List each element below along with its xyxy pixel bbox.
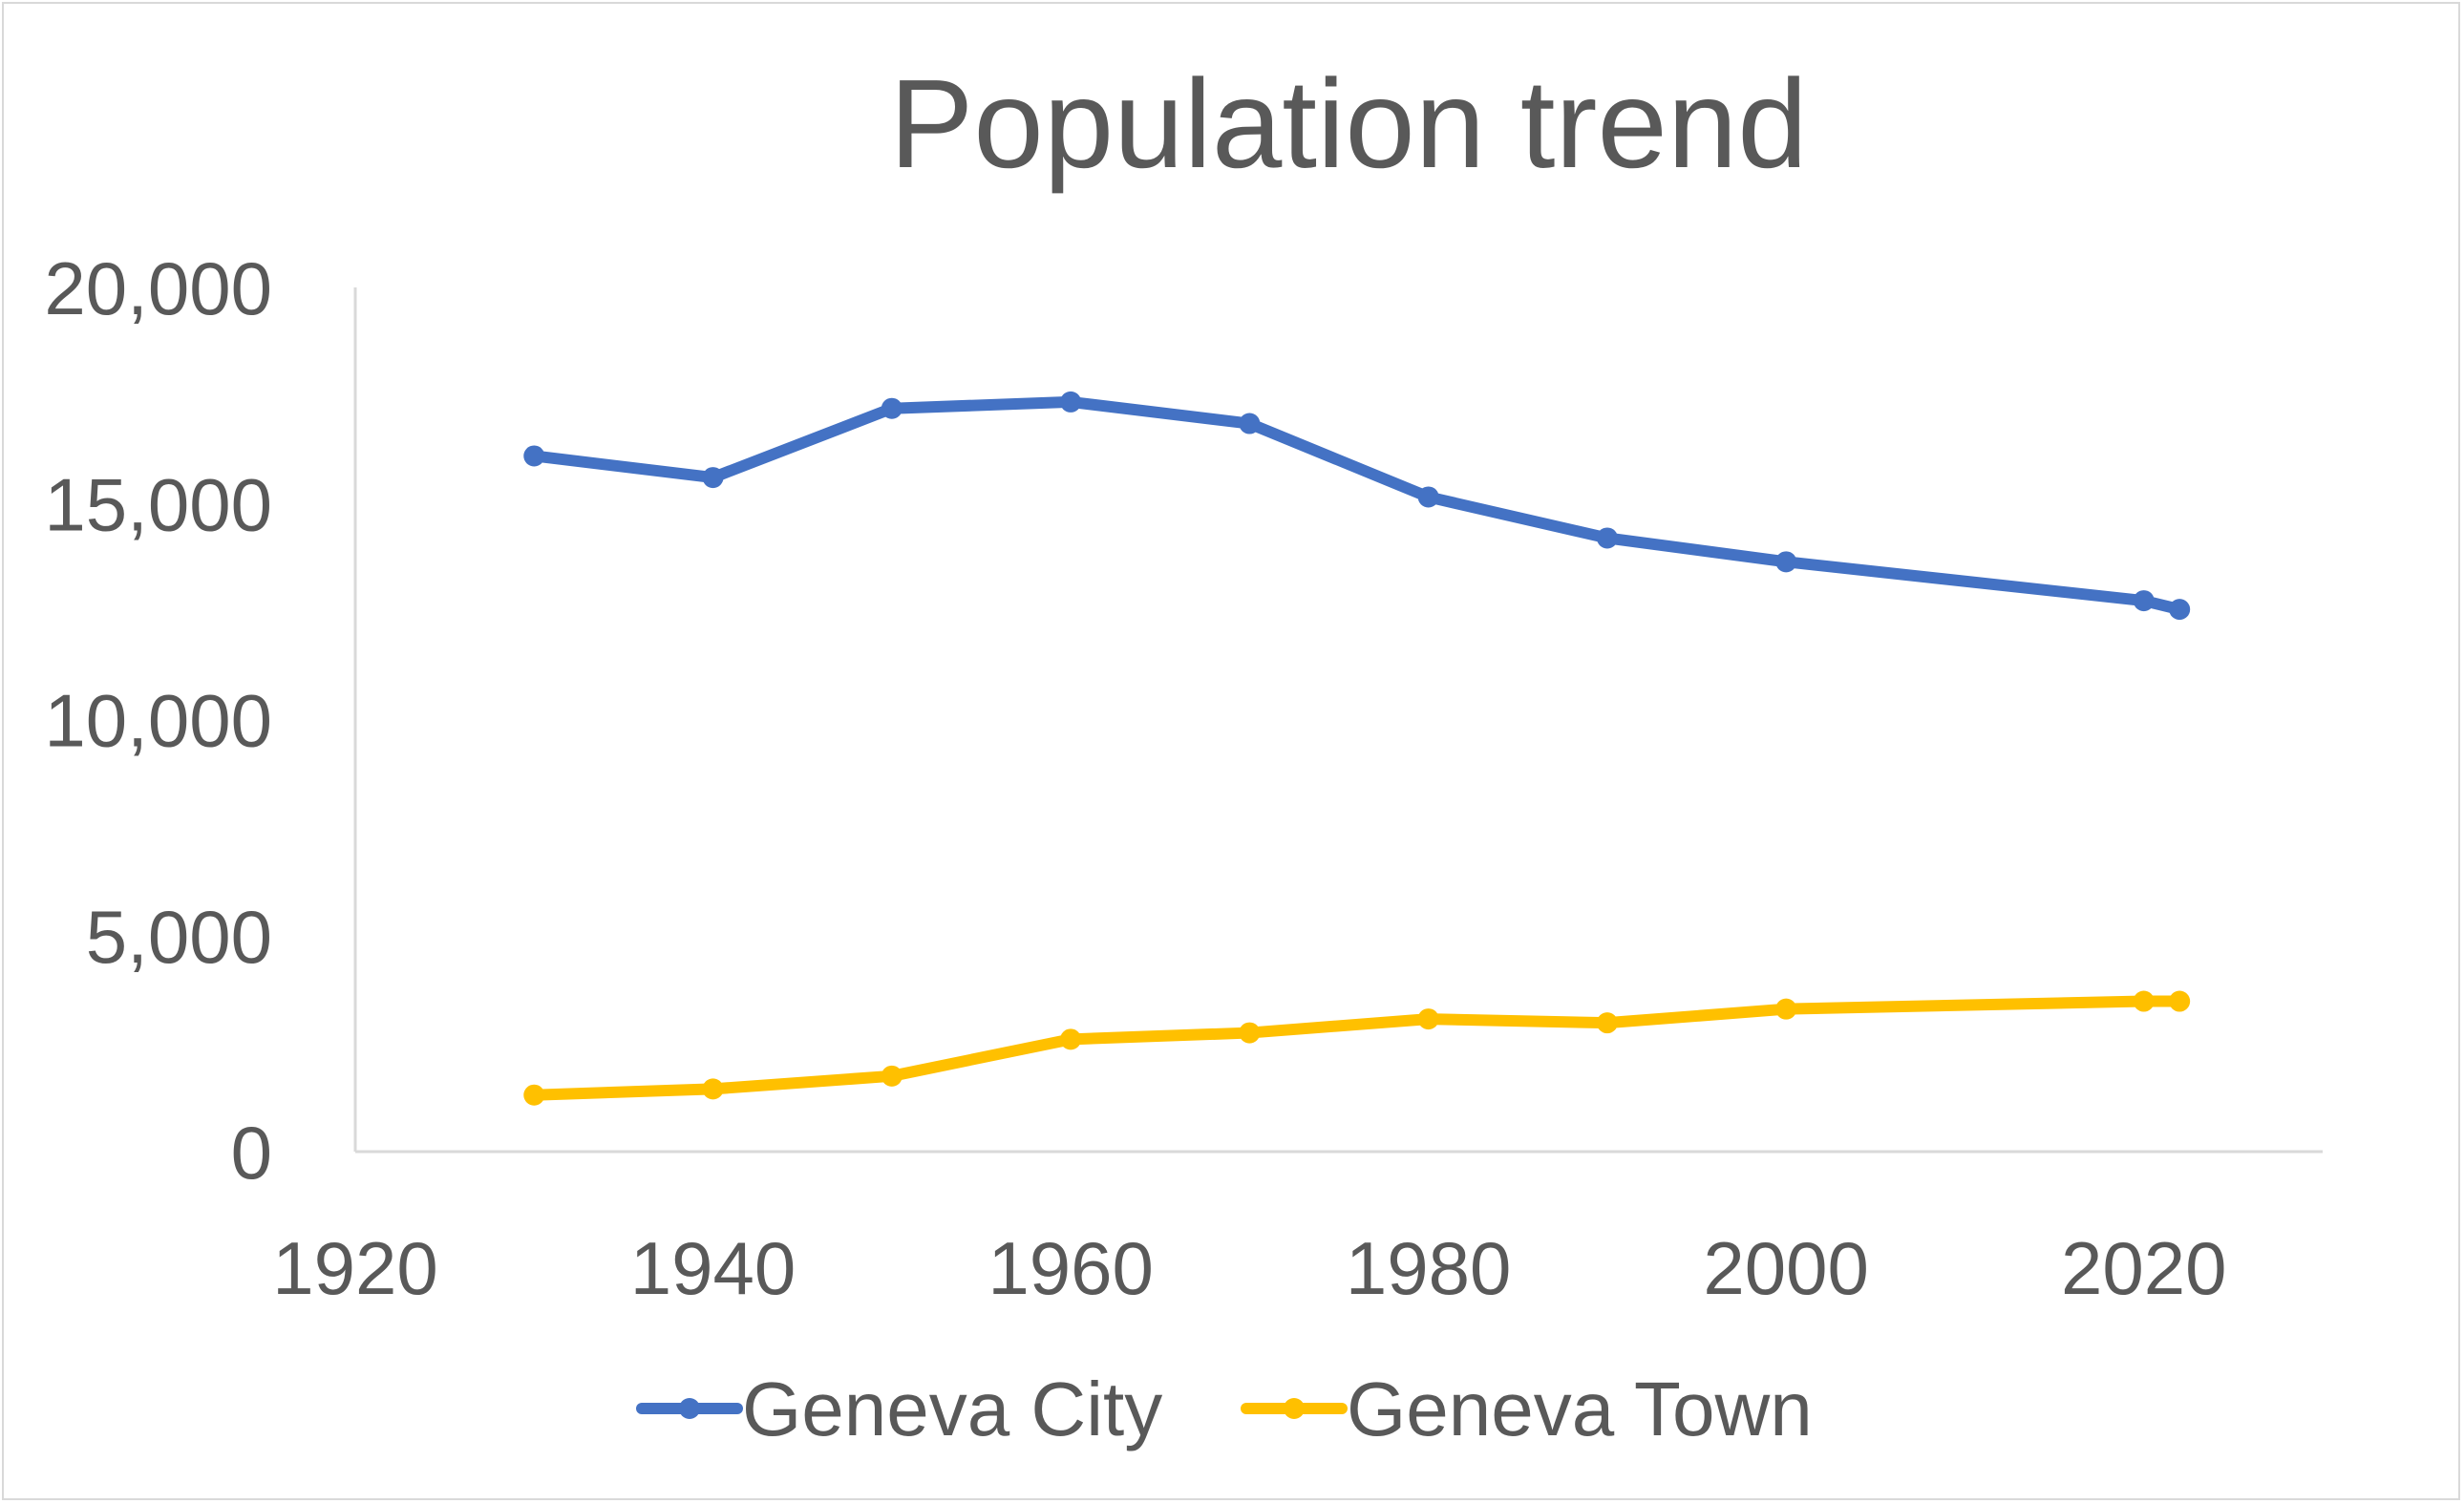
legend-label: Geneva City — [742, 1366, 1162, 1451]
y-tick-label: 0 — [231, 1111, 272, 1195]
x-tick-label: 1960 — [988, 1226, 1154, 1310]
legend-item: Geneva City — [636, 1366, 1162, 1451]
data-point — [2169, 599, 2191, 621]
series-geneva-city — [523, 391, 2191, 621]
data-point — [881, 397, 903, 419]
series-geneva-town — [523, 990, 2191, 1106]
legend-item: Geneva Town — [1241, 1366, 1813, 1451]
data-point — [702, 1078, 724, 1100]
legend-marker — [679, 1398, 700, 1419]
data-point — [1239, 1022, 1261, 1044]
data-point — [523, 445, 545, 467]
data-point — [1596, 527, 1618, 549]
y-tick-label: 5,000 — [86, 895, 272, 979]
x-tick-label: 1920 — [272, 1226, 438, 1310]
x-tick-label: 1980 — [1346, 1226, 1512, 1310]
y-tick-label: 15,000 — [44, 462, 272, 546]
data-point — [1596, 1012, 1618, 1034]
legend-marker — [1284, 1398, 1305, 1419]
data-point — [1417, 486, 1439, 508]
data-point — [702, 467, 724, 489]
data-point — [1060, 1028, 1082, 1050]
data-point — [881, 1065, 903, 1087]
data-point — [2133, 590, 2155, 612]
data-point — [1775, 998, 1797, 1020]
data-point — [523, 1084, 545, 1106]
y-tick-label: 20,000 — [44, 246, 272, 330]
data-point — [1060, 391, 1082, 413]
series-line — [528, 995, 2186, 1101]
legend-label: Geneva Town — [1347, 1366, 1813, 1451]
x-tick-label: 1940 — [630, 1226, 797, 1310]
y-tick-label: 10,000 — [44, 679, 272, 763]
data-point — [2169, 990, 2191, 1012]
x-tick-label: 2020 — [2061, 1226, 2227, 1310]
series-line — [528, 395, 2186, 616]
x-tick-label: 2000 — [1703, 1226, 1869, 1310]
chart-title: Population trend — [889, 53, 1807, 194]
data-point — [1239, 413, 1261, 434]
data-point — [1417, 1008, 1439, 1030]
data-point — [1775, 551, 1797, 573]
data-point — [2133, 990, 2155, 1012]
